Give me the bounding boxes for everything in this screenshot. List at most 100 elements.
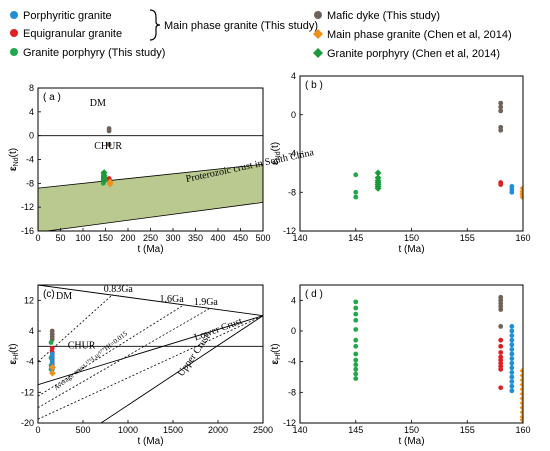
annotation-c-5: 1.9Ga <box>194 297 219 308</box>
x-tick-label-c-4: 1500 <box>163 425 183 435</box>
y-tick-label-d-3: -4 <box>288 357 296 367</box>
legend: Porphyritic granite Equigranular granite G… <box>10 9 512 60</box>
x-axis-label-c: t (Ma) <box>137 436 163 447</box>
point-b-4-7 <box>374 184 382 192</box>
x-tick-label-d-5: 160 <box>515 425 530 435</box>
point-d-5-4 <box>519 381 523 389</box>
y-tick-label-c-2: -12 <box>21 387 34 397</box>
y-tick-label-b-2: -8 <box>288 187 296 197</box>
legend-marker-1 <box>10 11 18 19</box>
annotation-a-1: DM <box>90 98 106 109</box>
point-b-1-1 <box>498 100 504 106</box>
x-tick-label-c-5: 2000 <box>208 425 228 435</box>
point-b-3-2 <box>353 189 359 195</box>
point-d-4-15 <box>509 388 515 394</box>
x-tick-label-a-10: 450 <box>233 233 248 243</box>
point-a-3-5 <box>100 177 108 185</box>
legend-label-3: Granite porphyry (This study) <box>23 47 165 59</box>
annotation-c-2: CHUR <box>68 341 96 352</box>
point-d-3-9 <box>498 385 504 391</box>
panel-b: 140 145 150 155 160 -12 -8 -4 0 4 t (Ma) εNd(t) ( b … <box>270 71 531 255</box>
point-d-4-6 <box>509 347 515 352</box>
annotation-a-2: CHUR <box>94 141 122 152</box>
y-tick-label-a-1: -16 <box>21 226 34 236</box>
proterozoic-crust-band <box>38 163 263 231</box>
y-tick-label-b-3: -4 <box>288 149 296 159</box>
legend-label-5: Main phase granite (Chen et al, 2014) <box>327 29 512 41</box>
y-tick-label-a-4: -4 <box>26 155 34 165</box>
y-tick-label-c-1: -20 <box>21 418 34 428</box>
point-d-1-7 <box>353 343 359 349</box>
point-d-3-1 <box>498 337 504 343</box>
y-tick-label-a-3: -8 <box>26 178 34 188</box>
plot-area-a <box>38 88 263 231</box>
point-b-1-5 <box>498 127 504 133</box>
point-c-4-3 <box>49 359 55 365</box>
point-d-1-2 <box>353 305 359 311</box>
evolution-line-a-1 <box>254 88 263 89</box>
x-tick-label-a-11: 500 <box>255 233 270 243</box>
point-c-3-1 <box>48 340 54 345</box>
legend-marker-2 <box>10 29 18 37</box>
point-d-4-13 <box>509 379 515 384</box>
panel-c: 0 500 1000 1500 2000 2500 -20 -12 -4 4 12 t (Ma) εHf… <box>8 284 273 447</box>
point-d-1-13 <box>353 376 359 381</box>
point-d-1-1 <box>353 299 359 305</box>
y-tick-label-a-2: -12 <box>21 202 34 212</box>
point-d-4-10 <box>509 365 515 371</box>
point-d-4-8 <box>509 356 515 361</box>
panel-label-c: (c) <box>43 289 55 300</box>
point-c-2-1 <box>49 345 55 351</box>
x-tick-label-d-1: 140 <box>292 425 307 435</box>
point-d-5-1 <box>519 367 523 375</box>
legend-marker-5 <box>313 29 323 39</box>
point-b-6-5 <box>519 193 523 201</box>
y-axis-label-a: εNd(t) <box>8 148 20 171</box>
legend-marker-4 <box>314 11 322 19</box>
point-d-1-3 <box>353 311 359 317</box>
point-c-5-1 <box>49 364 56 371</box>
evolution-line-c-8 <box>38 315 263 420</box>
x-tick-label-c-2: 500 <box>75 425 90 435</box>
point-b-3-3 <box>353 194 359 200</box>
point-d-4-9 <box>509 360 515 366</box>
point-d-5-6 <box>519 390 523 398</box>
point-b-1-2 <box>498 104 504 110</box>
point-d-5-5 <box>519 385 523 393</box>
point-d-4-4 <box>509 337 515 343</box>
point-d-5-8 <box>519 399 523 407</box>
point-b-5-3 <box>509 189 515 195</box>
y-tick-label-d-5: 4 <box>291 295 296 305</box>
point-d-4-2 <box>509 328 515 334</box>
x-tick-label-b-4: 155 <box>460 233 475 243</box>
point-b-2-2 <box>498 182 504 187</box>
plot-area-c <box>38 285 263 423</box>
point-d-1-4 <box>353 317 359 323</box>
panel-label-d: ( d ) <box>305 289 323 300</box>
point-a-6-2 <box>106 180 114 188</box>
panel-label-a: ( a ) <box>43 92 61 103</box>
point-b-1-3 <box>498 108 504 114</box>
point-d-1-12 <box>353 371 359 377</box>
plot-frame-d <box>299 284 524 424</box>
evolution-line-c-4 <box>100 315 263 423</box>
x-tick-label-b-2: 145 <box>348 233 363 243</box>
y-tick-label-c-4: 4 <box>29 326 34 336</box>
evolution-line-c-1 <box>38 285 263 317</box>
plot-area-b <box>353 100 523 201</box>
x-tick-label-d-3: 150 <box>404 425 419 435</box>
legend-marker-6 <box>313 48 323 58</box>
point-d-4-5 <box>509 342 515 348</box>
legend-label-4: Mafic dyke (This study) <box>327 10 440 22</box>
panel-d: 140 145 150 155 160 -12 -8 -4 0 4 t (Ma) εHf(t) ( d … <box>270 284 531 447</box>
legend-group-label: Main phase granite (This study) <box>164 20 318 32</box>
y-tick-label-c-3: -4 <box>26 357 34 367</box>
y-axis-label-c: εHf(t) <box>8 343 20 364</box>
point-d-1-5 <box>353 327 359 332</box>
x-tick-label-c-1: 0 <box>35 425 40 435</box>
x-tick-label-a-4: 150 <box>98 233 113 243</box>
point-d-4-14 <box>509 383 515 389</box>
y-tick-label-b-5: 4 <box>291 71 296 81</box>
point-b-4-1 <box>374 169 382 177</box>
